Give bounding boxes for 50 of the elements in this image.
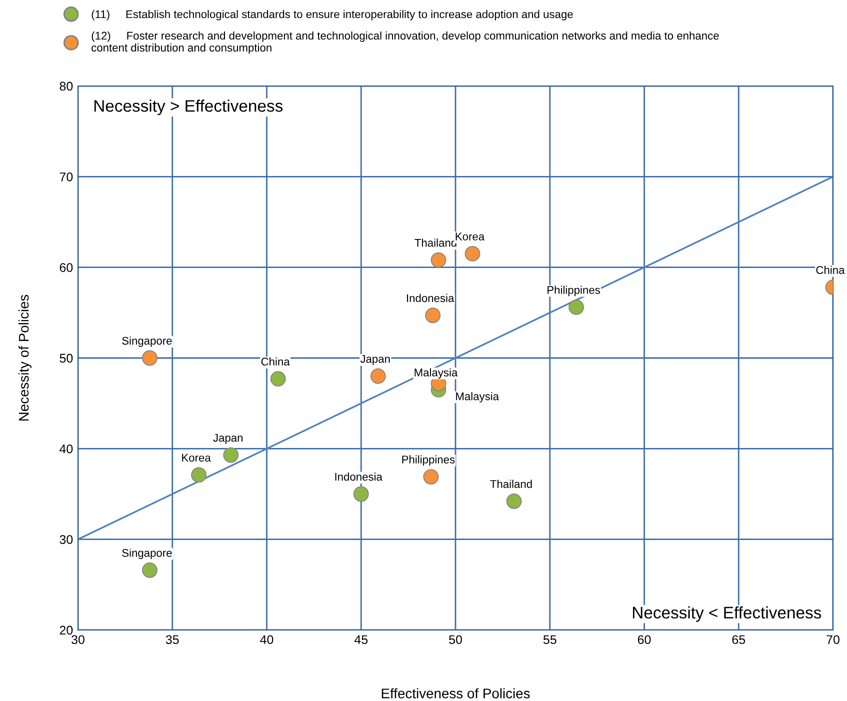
point — [353, 486, 369, 502]
legend-label: (11) Establish technological standards to ensure interoperability to increase adoption and usage — [92, 10, 573, 20]
y-tick-label: 60 — [60, 263, 73, 272]
annotation: Philippines — [402, 455, 455, 466]
y-tick-label: 50 — [60, 354, 73, 363]
annotation: Thailand — [490, 480, 532, 488]
x-tick-label: 40 — [260, 635, 274, 644]
annotation: Singapore — [122, 336, 172, 347]
y-tick-label: 30 — [60, 535, 73, 544]
point — [506, 494, 522, 509]
point — [191, 467, 207, 483]
annotation: Malaysia — [456, 392, 500, 402]
point — [430, 252, 446, 268]
annotation: Indonesia — [407, 294, 454, 302]
x-tick-label: 55 — [543, 635, 556, 644]
y-tick-label: 80 — [60, 82, 73, 91]
legend-label: (12) Foster research and development and technological innovation, develop communication networks and media to enhance content distribution and consumption — [92, 31, 719, 54]
x-axis-title: Effectiveness of Policies — [382, 688, 530, 698]
x-tick-label: 45 — [354, 635, 368, 644]
point — [223, 447, 239, 463]
annotation: Malaysia — [414, 368, 458, 379]
x-tick-label: 65 — [732, 635, 746, 644]
annotation: China — [261, 357, 290, 366]
annotation: China — [816, 266, 845, 274]
point — [423, 469, 439, 484]
point — [370, 368, 386, 384]
y-tick-label: 40 — [60, 444, 73, 454]
annotation: Japan — [213, 434, 243, 444]
x-tick-label: 70 — [826, 635, 840, 644]
y-tick-label: 70 — [60, 172, 73, 182]
annotation: Necessity < Effectiveness — [632, 606, 822, 622]
x-tick-label: 35 — [166, 635, 179, 644]
point — [464, 246, 480, 262]
point — [142, 562, 158, 578]
x-tick-label: 30 — [72, 635, 84, 644]
point — [270, 371, 286, 387]
annotation: Singapore — [122, 548, 172, 560]
annotation: Philippines — [548, 286, 600, 296]
x-tick-label: 60 — [638, 635, 651, 644]
annotation: Necessity > Effectiveness — [94, 100, 283, 116]
annotation: Japan — [360, 355, 390, 366]
annotation: Korea — [456, 232, 485, 240]
annotation: Korea — [182, 454, 211, 462]
y-axis-title: Necessity of Policies — [18, 294, 32, 421]
x-tick-label: 50 — [449, 635, 462, 644]
annotation: Indonesia — [335, 472, 382, 481]
point — [425, 308, 441, 324]
point — [568, 300, 584, 315]
point — [142, 350, 158, 366]
y-tick-label: 20 — [60, 626, 73, 635]
